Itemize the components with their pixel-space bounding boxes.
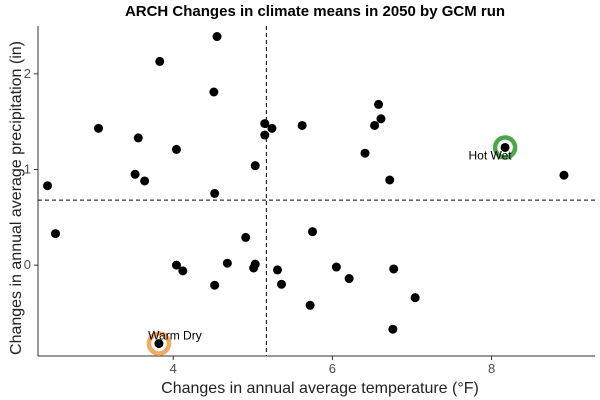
data-point xyxy=(374,99,384,109)
data-point xyxy=(267,123,277,133)
data-point xyxy=(209,87,219,97)
data-point xyxy=(389,264,399,274)
y-tick-label: 2 xyxy=(24,66,31,81)
data-point xyxy=(360,148,370,158)
data-point xyxy=(178,266,188,276)
y-axis-label: Changes in annual average precipitation … xyxy=(8,41,25,355)
data-point xyxy=(155,56,165,66)
data-point xyxy=(241,232,251,242)
data-point xyxy=(305,300,315,310)
data-point xyxy=(297,120,307,130)
data-point xyxy=(308,227,318,237)
data-point xyxy=(559,170,569,180)
data-point xyxy=(210,280,220,290)
data-point xyxy=(276,279,286,289)
data-point xyxy=(273,265,283,275)
data-point xyxy=(250,161,260,171)
plot-area: 4 6 8 0 1 2 Hot Wet Warm Dry xyxy=(24,26,595,376)
data-point xyxy=(93,123,103,133)
data-point xyxy=(212,32,222,42)
data-point xyxy=(344,274,354,284)
data-point xyxy=(154,339,164,349)
data-point xyxy=(51,229,61,239)
highlight-ring xyxy=(146,331,172,356)
data-point xyxy=(130,169,140,179)
point-annotation: Hot Wet xyxy=(469,148,513,162)
data-point xyxy=(171,260,181,270)
data-point xyxy=(222,258,232,268)
point-annotation: Warm Dry xyxy=(148,329,202,343)
x-tick-label: 6 xyxy=(329,361,336,376)
data-point xyxy=(500,142,510,152)
data-point xyxy=(331,262,341,272)
y-tick-label: 1 xyxy=(24,161,31,176)
data-point xyxy=(140,176,150,186)
data-point xyxy=(171,144,181,154)
chart-title: ARCH Changes in climate means in 2050 by… xyxy=(125,3,505,20)
x-tick-label: 8 xyxy=(488,361,495,376)
x-tick-label: 4 xyxy=(170,361,177,376)
data-point xyxy=(376,114,386,124)
data-point xyxy=(385,175,395,185)
data-point xyxy=(133,133,143,143)
data-point xyxy=(388,324,398,334)
data-point xyxy=(370,120,380,130)
data-point xyxy=(210,188,220,198)
highlight-ring xyxy=(492,135,518,160)
data-point xyxy=(249,263,259,273)
data-point xyxy=(43,181,53,191)
y-tick-label: 0 xyxy=(24,257,31,272)
data-point xyxy=(260,130,270,140)
data-point xyxy=(410,293,420,303)
data-point xyxy=(260,119,270,129)
x-axis-label: Changes in annual average temperature (°… xyxy=(161,380,479,397)
